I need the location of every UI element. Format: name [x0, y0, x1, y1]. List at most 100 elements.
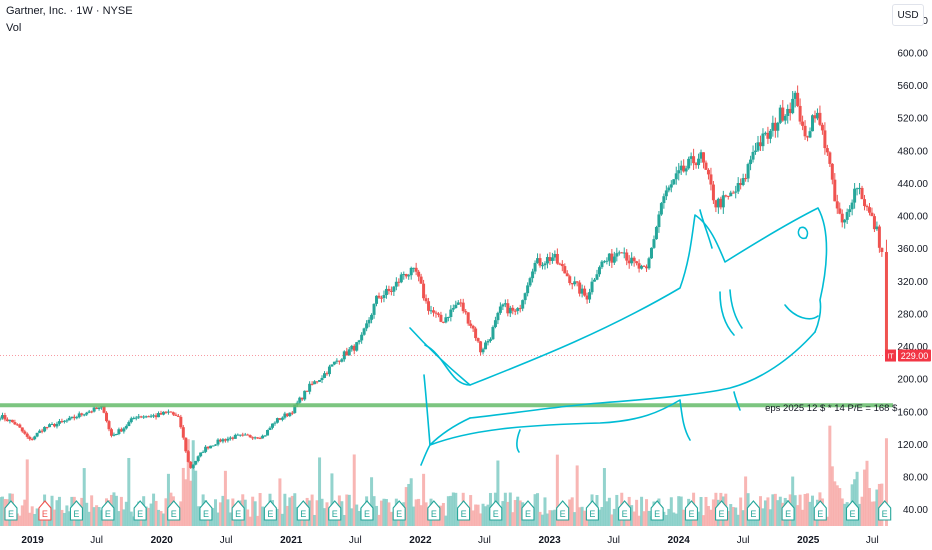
candle-body — [848, 209, 852, 213]
candle-body — [318, 379, 322, 382]
earnings-marker-label: E — [300, 509, 306, 519]
candle-body — [228, 437, 232, 439]
volume-bar — [60, 509, 64, 526]
earnings-marker-badge — [781, 500, 795, 521]
support-line-group — [0, 355, 893, 408]
volume-bar — [399, 516, 403, 526]
volume-bar — [117, 511, 121, 526]
earnings-marker-label: E — [105, 509, 111, 519]
volume-bar — [355, 504, 359, 526]
volume-bar — [682, 509, 686, 526]
candle-body — [345, 351, 349, 356]
candle-body — [293, 404, 297, 413]
candle-body — [427, 301, 431, 311]
candle-body — [474, 328, 478, 339]
x-tick-label: 2024 — [668, 535, 691, 546]
earnings-marker-label: E — [688, 509, 694, 519]
earnings-marker-label: E — [750, 509, 756, 519]
earnings-marker-badge — [296, 500, 310, 521]
volume-bar — [501, 501, 505, 526]
volume-bar — [669, 497, 673, 526]
volume-bar — [791, 476, 795, 526]
earnings-marker-label: E — [203, 509, 209, 519]
volume-bar — [469, 495, 473, 526]
candle-body — [754, 150, 758, 152]
candle-body — [702, 152, 706, 163]
y-tick-label: 40.00 — [903, 505, 928, 516]
candle-body — [60, 421, 64, 423]
candle-body — [303, 390, 307, 400]
candle-body — [459, 302, 463, 304]
currency-button[interactable]: USD — [892, 4, 924, 26]
volume-bar — [741, 510, 745, 526]
volume-bar — [679, 496, 683, 526]
candle-body — [677, 170, 681, 174]
candle-body — [419, 276, 423, 284]
candle-body — [407, 275, 411, 277]
earnings-marker-label: E — [137, 509, 143, 519]
volume-bar — [726, 510, 730, 526]
x-tick-label: Jul — [737, 535, 750, 546]
candle-body — [469, 323, 473, 326]
earnings-marker-badge — [813, 500, 827, 521]
candle-body — [540, 265, 544, 267]
candle-body — [731, 192, 735, 194]
candle-body — [521, 300, 525, 309]
volume-bar — [67, 511, 71, 526]
candle-body — [0, 415, 4, 419]
candle-body — [253, 437, 257, 439]
volume-bar — [578, 507, 582, 526]
candle-body — [181, 427, 185, 438]
volume-bar — [796, 505, 800, 526]
candle-body — [429, 310, 433, 312]
volume-bar — [808, 501, 812, 526]
candle-body — [498, 306, 502, 313]
candle-body — [159, 413, 163, 415]
candle-body — [129, 418, 133, 423]
candle-body — [261, 435, 265, 439]
candle-body — [191, 464, 195, 468]
volume-bar — [744, 476, 748, 526]
volume-bar — [600, 506, 604, 526]
candle-body — [642, 265, 646, 267]
candle-body — [320, 377, 324, 380]
candle-body — [137, 416, 141, 418]
volume-bar — [835, 485, 839, 526]
volume-bar — [496, 460, 500, 526]
volume-bar — [867, 488, 871, 526]
volume-bar — [85, 502, 89, 526]
volume-bar — [164, 498, 168, 526]
candle-body — [204, 446, 208, 452]
candle-body — [481, 349, 485, 353]
candle-body — [697, 158, 701, 166]
volume-bar — [454, 492, 458, 526]
candle-body — [751, 151, 755, 160]
candle-body — [107, 421, 111, 430]
volume-bar — [114, 495, 118, 526]
volume-bar — [758, 496, 762, 526]
earnings-marker-badge — [69, 500, 83, 521]
candle-body — [649, 247, 653, 259]
volume-bar — [588, 516, 592, 526]
candle-body — [493, 320, 497, 328]
earnings-marker-label: E — [461, 509, 467, 519]
candle-body — [880, 247, 884, 253]
volume-bar — [580, 506, 584, 526]
volume-bar — [860, 496, 864, 526]
volume-bar — [127, 457, 131, 526]
volume-bar — [412, 506, 416, 526]
volume-bar — [124, 501, 128, 526]
shark-stroke — [424, 344, 471, 386]
volume-bar — [253, 501, 257, 526]
earnings-marker-badge — [650, 500, 664, 521]
volume-indicator-label[interactable]: Vol — [6, 22, 22, 34]
volume-bar — [313, 514, 317, 526]
volume-bar — [379, 500, 383, 526]
volume-bar — [555, 454, 559, 526]
candle-body — [196, 456, 200, 462]
volume-bar — [323, 508, 327, 526]
earnings-marker-label: E — [332, 509, 338, 519]
candle-body — [214, 444, 218, 446]
candle-body — [536, 258, 540, 263]
